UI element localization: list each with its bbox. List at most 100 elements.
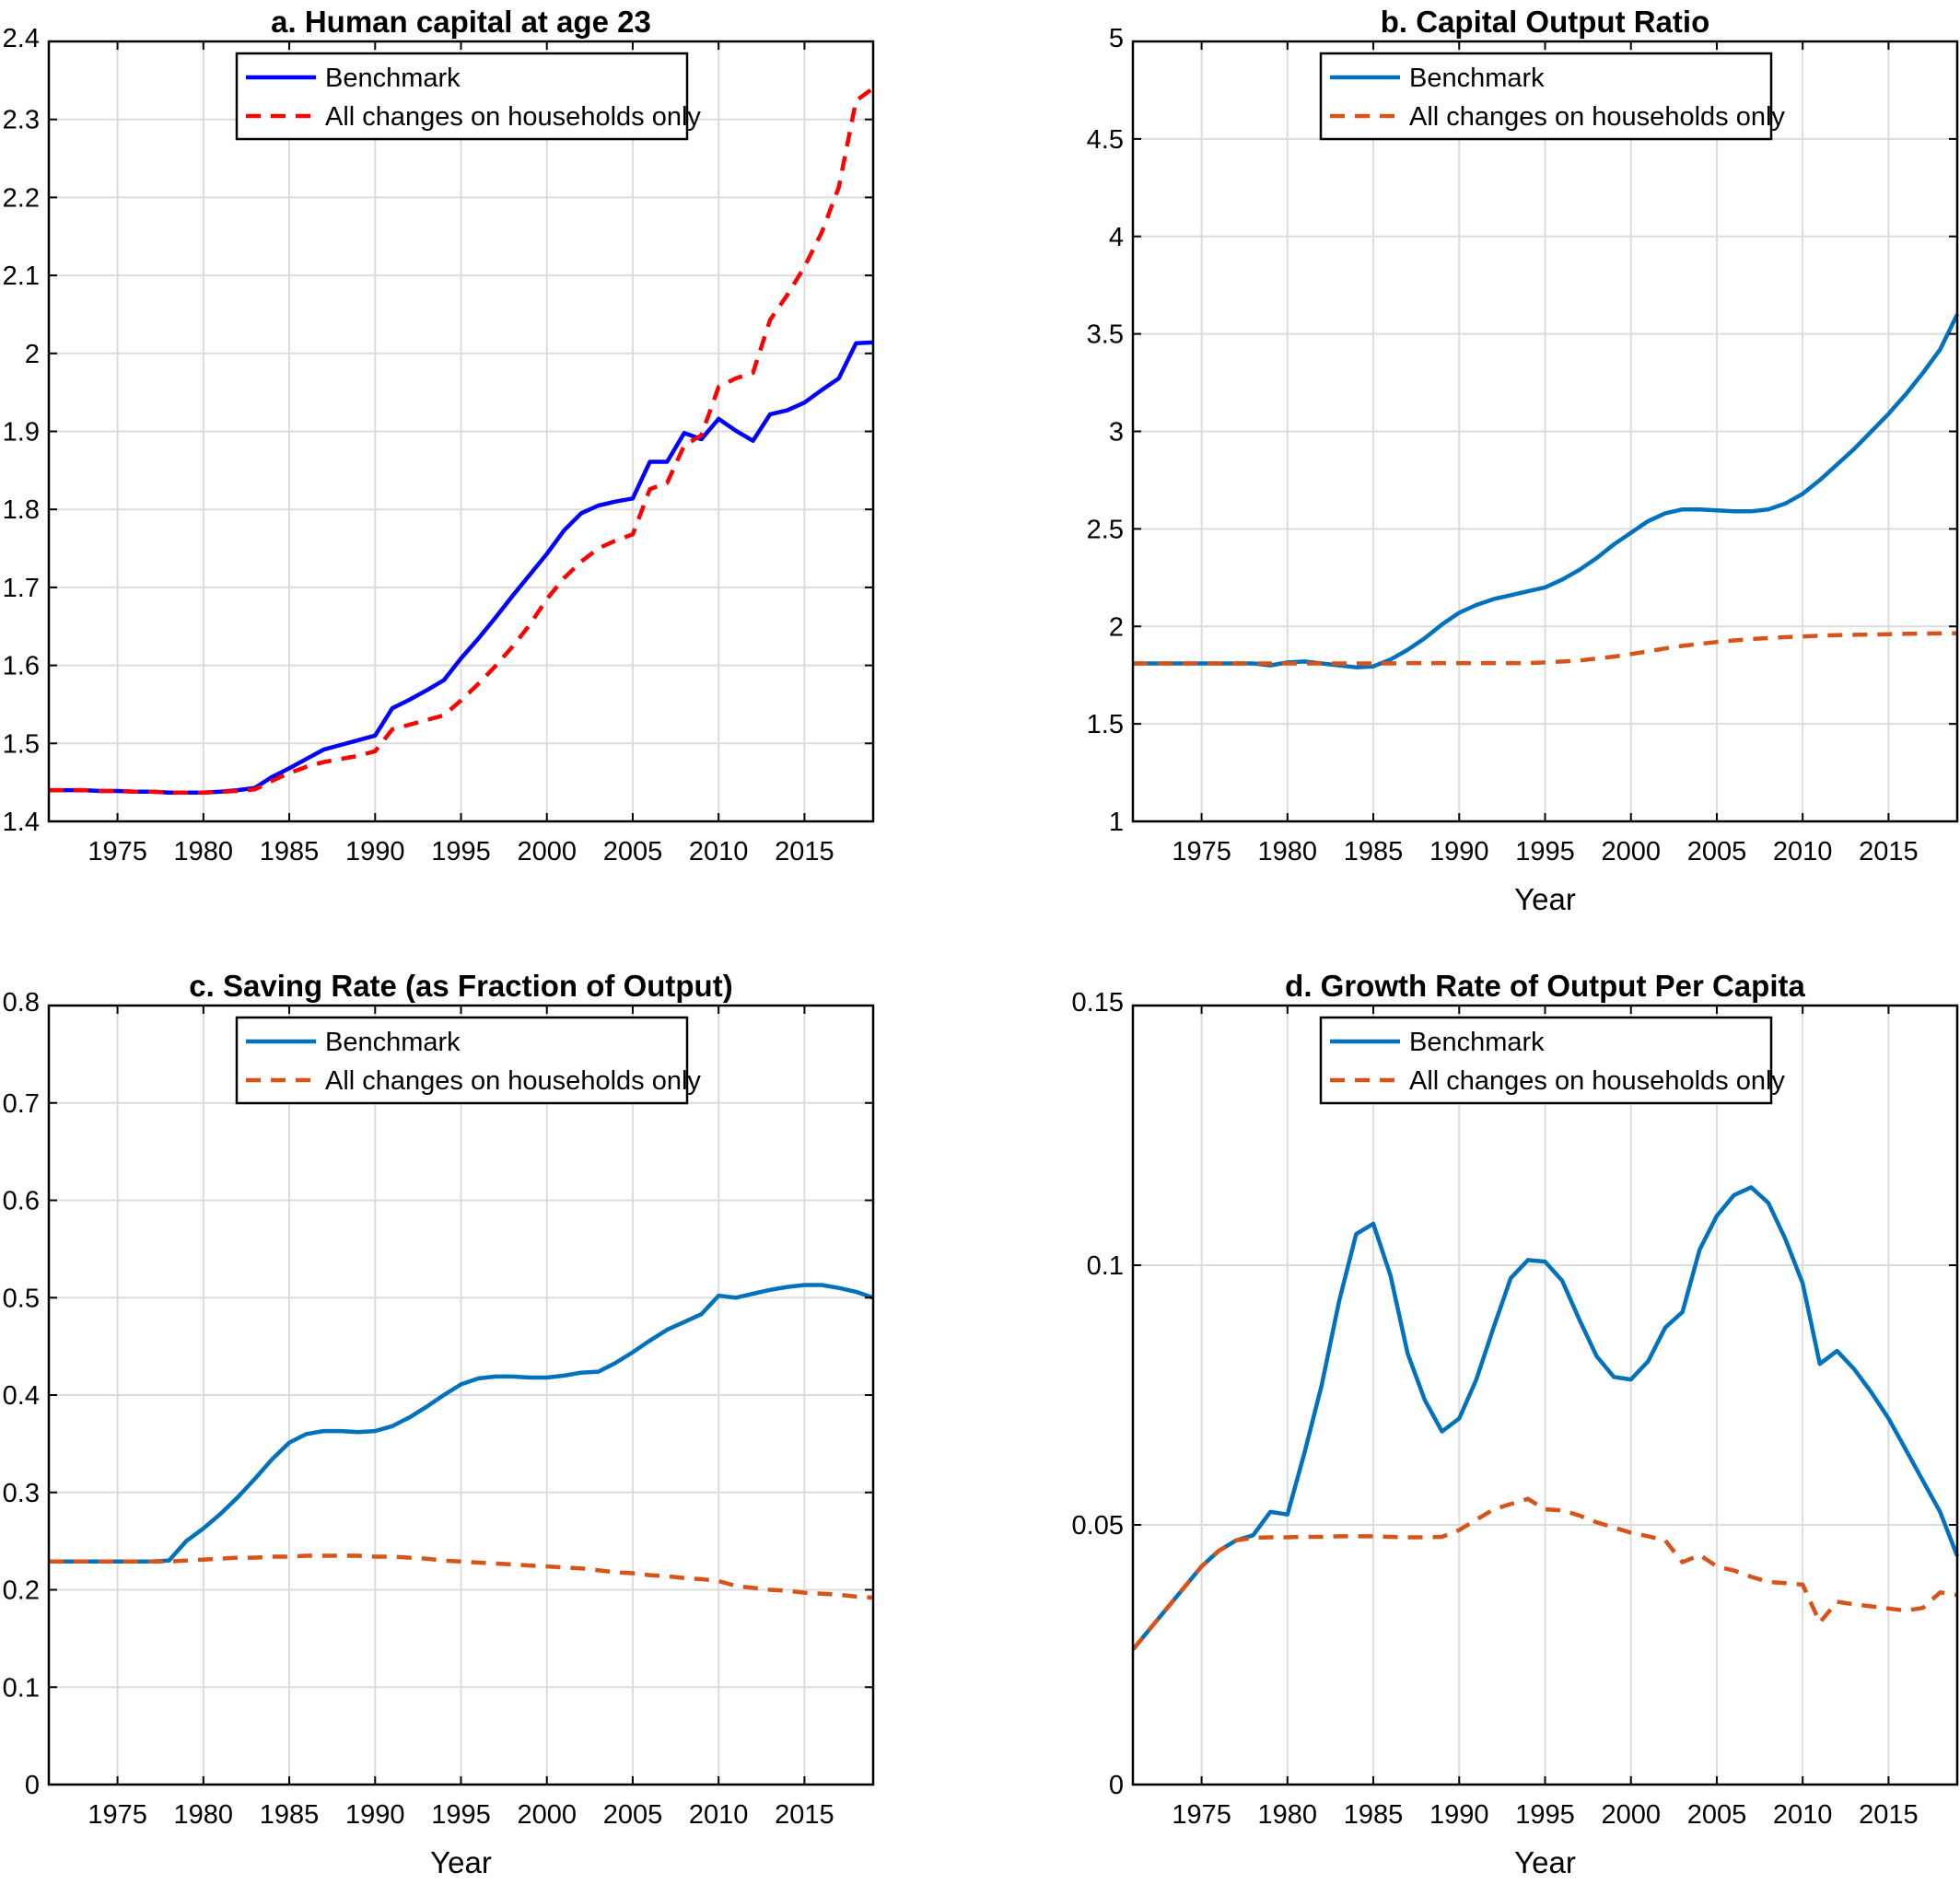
x-tick-label: 2015 [775, 1800, 834, 1830]
y-tick-label: 4.5 [1087, 125, 1124, 155]
chart-panel-2: 1975 1980 1985 1990 1995 2000 2005 2010 2015 0 0.1… [3, 969, 875, 1879]
x-tick-label: 1985 [1344, 1800, 1404, 1830]
y-tick-label: 1 [1109, 808, 1124, 837]
y-tick-label: 1.5 [3, 729, 40, 759]
x-axis-label: Year [430, 1845, 492, 1879]
y-tick-label: 1.8 [3, 495, 40, 525]
chart-title: a. Human capital at age 23 [271, 5, 651, 39]
legend-label: All changes on households only [1409, 1066, 1785, 1096]
y-tick-label: 1.5 [1087, 710, 1124, 739]
series-line-households [1133, 631, 1958, 666]
y-tick-label: 0.6 [3, 1187, 40, 1216]
legend: Benchmark All changes on households only [1319, 52, 1785, 141]
y-tick-label: 1.9 [3, 418, 40, 448]
series-line-households [49, 86, 875, 795]
x-tick-label: 1985 [260, 1800, 320, 1830]
y-tick-label: 0.5 [3, 1284, 40, 1313]
x-tick-label: 2015 [1859, 1800, 1919, 1830]
y-tick-label: 2 [1109, 612, 1124, 642]
x-tick-label: 1975 [88, 837, 147, 866]
x-tick-label: 1995 [431, 837, 491, 866]
x-tick-label: 1990 [1429, 1800, 1489, 1830]
y-tick-label: 0 [25, 1771, 40, 1800]
legend-box [235, 1016, 689, 1105]
series-line-benchmark [49, 1283, 874, 1564]
y-tick-label: 1.7 [3, 574, 40, 603]
chart-title: d. Growth Rate of Output Per Capita [1285, 969, 1805, 1003]
x-tick-label: 2015 [1859, 837, 1919, 866]
y-tick-label: 4 [1109, 223, 1124, 252]
x-tick-label: 1975 [1172, 1800, 1231, 1830]
legend-box [1319, 52, 1773, 141]
x-tick-label: 2010 [689, 1800, 749, 1830]
y-tick-label: 0.4 [3, 1381, 40, 1411]
y-tick-label: 2.5 [1087, 515, 1124, 544]
x-tick-label: 2000 [1601, 837, 1661, 866]
series-line-benchmark [1131, 1185, 1960, 1651]
legend: Benchmark All changes on households only [235, 1016, 701, 1105]
x-tick-label: 2000 [517, 837, 577, 866]
y-tick-label: 2 [25, 340, 40, 369]
legend-label: Benchmark [1409, 1028, 1545, 1057]
y-tick-label: 2.3 [3, 106, 40, 135]
x-tick-label: 1985 [260, 837, 320, 866]
x-tick-label: 2005 [1687, 1800, 1747, 1830]
y-tick-label: 0 [1109, 1771, 1124, 1800]
legend: Benchmark All changes on households only [1319, 1016, 1785, 1105]
series-line-households [49, 1553, 874, 1600]
x-tick-label: 1990 [345, 837, 405, 866]
x-tick-label: 2000 [517, 1800, 577, 1830]
x-tick-label: 1995 [1515, 1800, 1575, 1830]
y-tick-label: 0.7 [3, 1089, 40, 1119]
y-tick-label: 2.1 [3, 262, 40, 291]
x-tick-label: 1980 [174, 837, 234, 866]
y-tick-label: 2.4 [3, 24, 40, 53]
chart-panel-3: 1975 1980 1985 1990 1995 2000 2005 2010 2015 0 0.0… [1072, 969, 1960, 1879]
y-tick-label: 2.2 [3, 183, 40, 213]
legend-label: Benchmark [1409, 64, 1545, 93]
y-tick-label: 3.5 [1087, 320, 1124, 350]
y-tick-label: 0.15 [1072, 988, 1124, 1018]
x-tick-label: 1990 [1429, 837, 1489, 866]
y-tick-label: 5 [1109, 24, 1124, 53]
x-tick-label: 2005 [603, 1800, 663, 1830]
y-tick-label: 1.4 [3, 808, 40, 837]
x-tick-label: 1980 [1258, 837, 1318, 866]
x-tick-label: 2010 [689, 837, 749, 866]
legend-label: Benchmark [325, 64, 461, 93]
legend-box [1319, 1016, 1773, 1105]
x-tick-label: 1980 [1258, 1800, 1318, 1830]
x-tick-label: 2005 [603, 837, 663, 866]
x-tick-label: 1975 [88, 1800, 147, 1830]
legend-label: All changes on households only [325, 1066, 701, 1096]
chart-title: c. Saving Rate (as Fraction of Output) [189, 969, 732, 1003]
x-axis-label: Year [1514, 882, 1576, 916]
x-tick-label: 1975 [1172, 837, 1231, 866]
x-tick-label: 1980 [174, 1800, 234, 1830]
chart-title: b. Capital Output Ratio [1381, 5, 1709, 39]
x-tick-label: 1985 [1344, 837, 1404, 866]
y-tick-label: 1.6 [3, 652, 40, 681]
x-tick-label: 2010 [1773, 1800, 1833, 1830]
y-tick-label: 0.1 [1087, 1251, 1124, 1281]
legend-label: Benchmark [325, 1028, 461, 1057]
y-tick-label: 3 [1109, 418, 1124, 448]
y-tick-label: 0.1 [3, 1673, 40, 1703]
x-tick-label: 1990 [345, 1800, 405, 1830]
y-tick-label: 0.8 [3, 988, 40, 1018]
legend-label: All changes on households only [1409, 102, 1785, 132]
chart-panel-0: 1975 1980 1985 1990 1995 2000 2005 2010 2015 1.4 1… [3, 5, 875, 866]
x-tick-label: 2010 [1773, 837, 1833, 866]
legend-label: All changes on households only [325, 102, 701, 132]
x-axis-label: Year [1514, 1845, 1576, 1879]
y-tick-label: 0.05 [1072, 1511, 1124, 1541]
x-tick-label: 2015 [775, 837, 834, 866]
x-tick-label: 2005 [1687, 837, 1747, 866]
x-tick-label: 2000 [1601, 1800, 1661, 1830]
series-line-households [1131, 1496, 1958, 1651]
legend-box [235, 52, 689, 141]
x-tick-label: 1995 [1515, 837, 1575, 866]
legend: Benchmark All changes on households only [235, 52, 701, 141]
y-tick-label: 0.3 [3, 1479, 40, 1508]
